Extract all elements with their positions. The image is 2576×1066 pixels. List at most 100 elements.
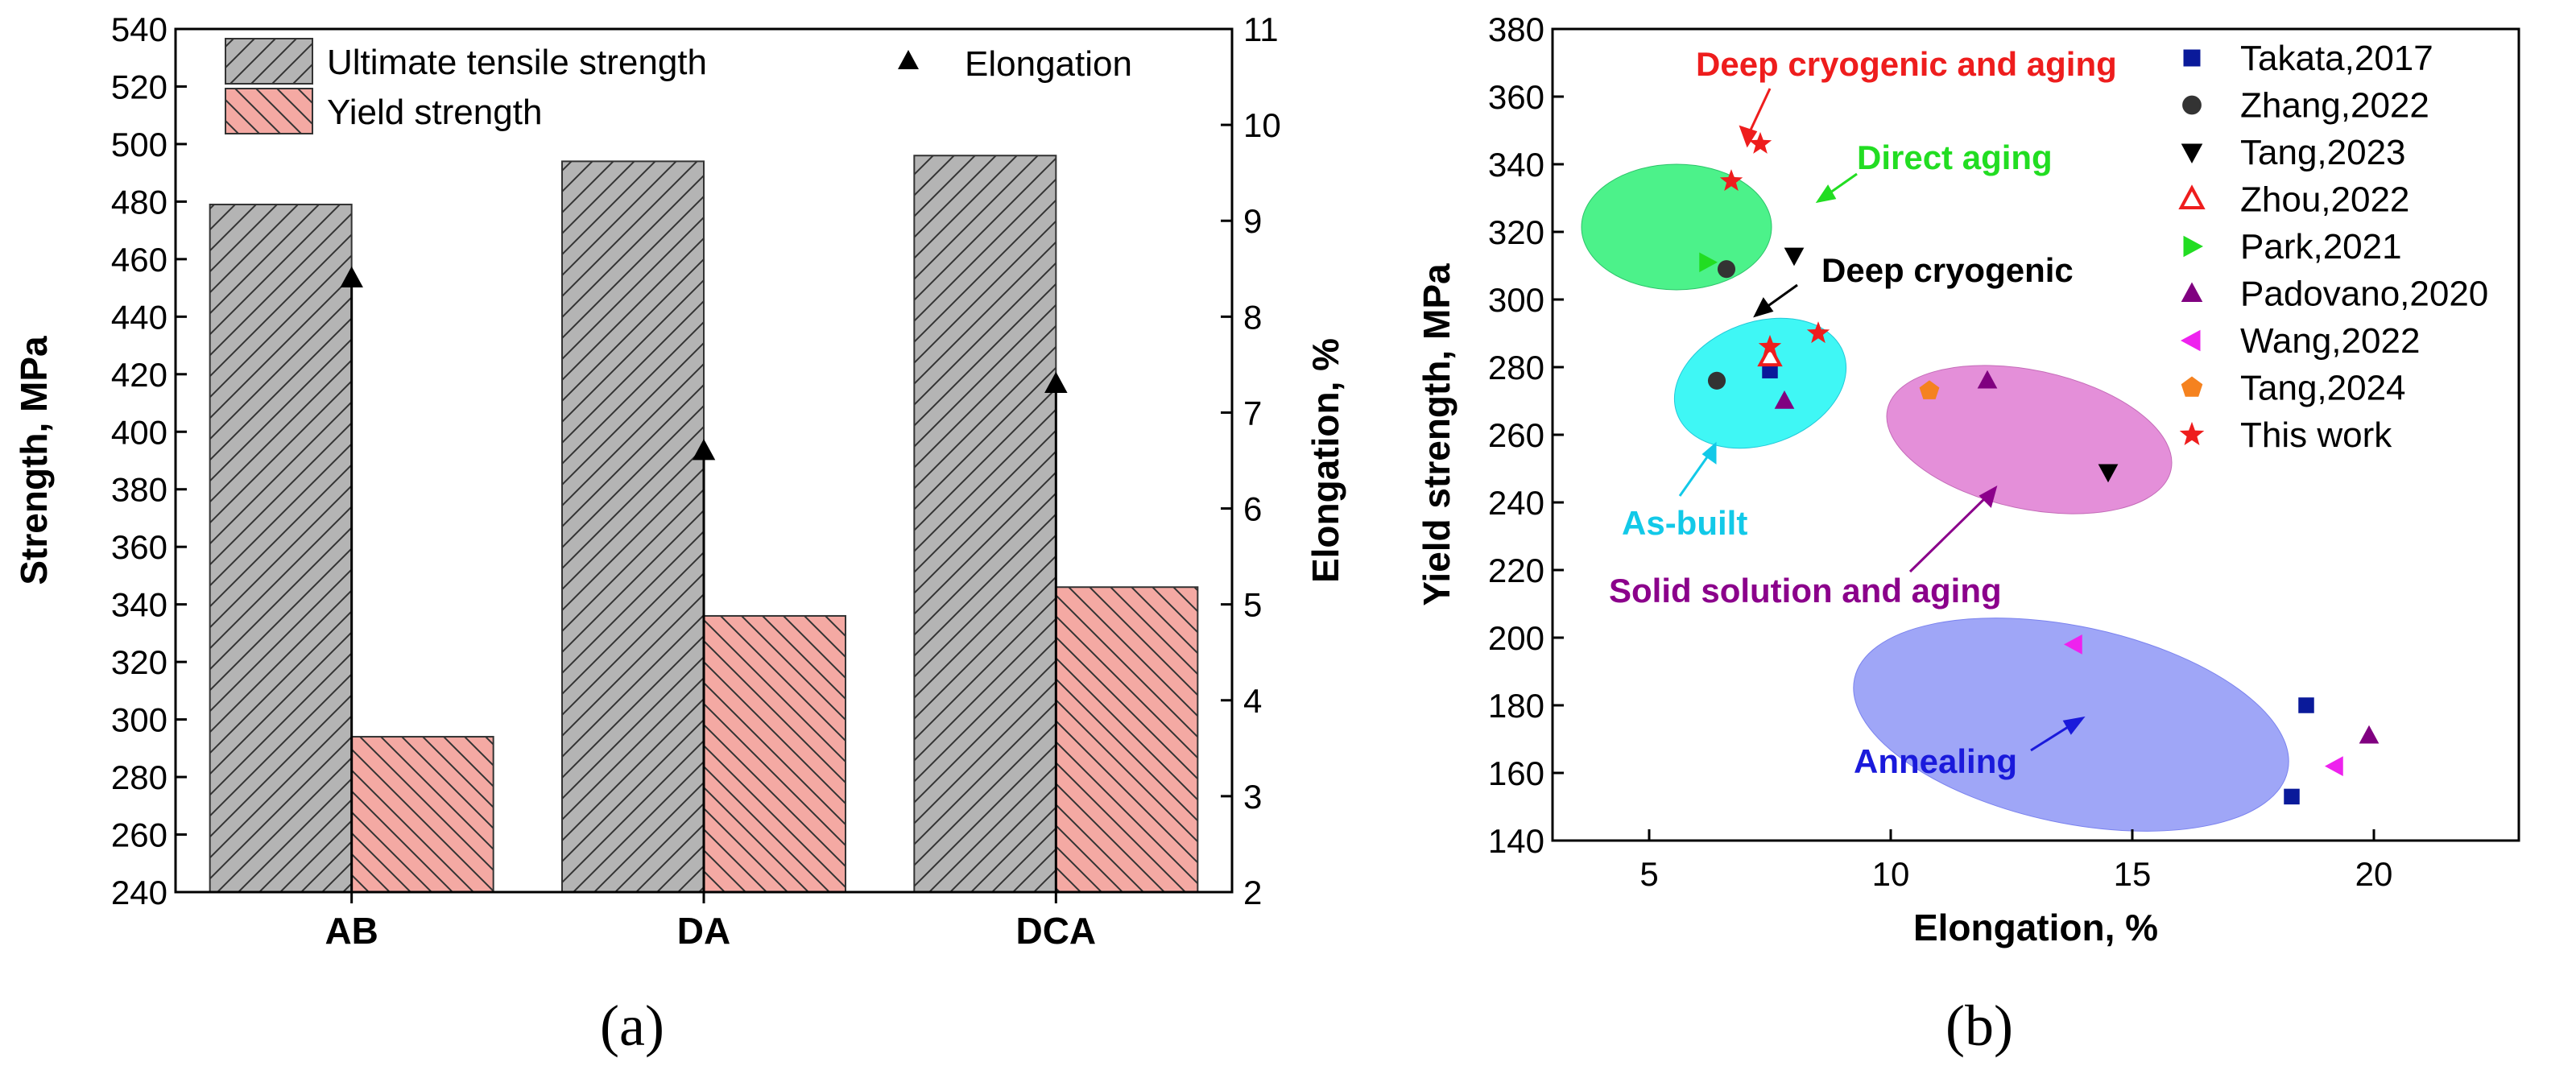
y-tick-label: 340 [1488,146,1544,184]
y-tick-label: 440 [111,298,167,336]
arrow-head-direct-aging [1815,184,1837,204]
arrow-as-built [1678,452,1712,497]
legend-label-park-2021: Park,2021 [2240,227,2402,266]
arrow-solid-solution [1908,493,1991,573]
y-tick-label: 160 [1488,754,1544,792]
legend-a: Ultimate tensile strength Yield strength… [225,38,1132,134]
y2-tick-label: 11 [1243,10,1279,48]
panel-label-a: (a) [600,994,664,1058]
legend-label-tang-2024: Tang,2024 [2240,369,2406,408]
y-tick-label: 320 [111,643,167,681]
legend-label-yield: Yield strength [327,93,542,132]
annotation-direct-aging: Direct aging [1857,138,2053,176]
point-this-work [1758,334,1782,357]
y2-tick-label: 7 [1243,394,1262,432]
y-tick-label: 240 [1488,484,1544,522]
legend-label-takata-2017: Takata,2017 [2240,39,2433,78]
y-tick-label: 360 [1488,78,1544,116]
y-tick-label: 180 [1488,687,1544,725]
elongation-marker-dca [1044,371,1068,393]
arrow-head-deep-cryo-aging [1739,125,1758,148]
panel-a-bar-chart: 240 260 280 300 320 340 360 380 400 420 440 460 480 5… [13,10,1346,1058]
y-tick-label: 200 [1488,619,1544,657]
legend-marker-tang-2023 [2181,143,2203,163]
arrow-head-deep-cryo [1753,297,1774,318]
region-as-built [1673,317,1847,449]
annotation-as-built: As-built [1622,504,1747,542]
point-zhang-2022 [1717,260,1736,279]
legend-marker-takata-2017 [2183,49,2201,67]
x-axis-ticks: 5 10 15 20 [1639,829,2392,893]
legend-label-uts: Ultimate tensile strength [327,43,707,82]
x-tick-label: DA [677,910,730,952]
y-tick-label: 300 [1488,281,1544,319]
annotation-deep-cryogenic-and-aging: Deep cryogenic and aging [1696,45,2117,83]
point-padovano-2020 [1977,370,1998,389]
annotation-deep-cryogenic: Deep cryogenic [1821,251,2074,289]
y-tick-label: 420 [111,356,167,394]
legend-label-zhang-2022: Zhang,2022 [2240,86,2429,126]
bar-uts-da [561,160,705,893]
point-tang-2023 [2098,464,2119,483]
y-tick-label: 500 [111,126,167,163]
bar-yield-dca [1055,586,1199,894]
y-tick-label: 320 [1488,213,1544,251]
legend-marker-this-work [2179,421,2205,445]
legend-swatch-uts [225,38,313,85]
elongation-marker-da [692,439,716,461]
x-tick-label: 10 [1872,855,1910,893]
elongation-markers [340,266,1068,892]
point-this-work [1748,131,1772,154]
x-axis-title: Elongation, % [1913,907,2158,948]
y-axis-title: Yield strength, MPa [1416,263,1458,606]
y2-tick-label: 4 [1243,682,1262,720]
annotation-solid-solution-and-aging: Solid solution and aging [1609,572,2002,609]
arrow-head-annealing [2062,716,2086,735]
y-tick-label: 280 [111,758,167,796]
point-zhou-2022 [1757,343,1783,367]
point-zhang-2022 [1707,371,1726,390]
y2-tick-label: 3 [1243,778,1262,816]
y-tick-label: 140 [1488,822,1544,860]
panel-label-b: (b) [1945,994,2013,1058]
annotations: Deep cryogenic and aging Direct aging De… [1609,45,2117,780]
y-tick-label: 520 [111,68,167,105]
y-tick-label: 220 [1488,552,1544,589]
panel-b-scatter-chart: 140160180200220240260280300320340360380 … [1416,10,2520,1058]
x-tick-label: 20 [2355,855,2393,893]
point-this-work [1806,321,1830,344]
legend-b: Takata,2017 Zhang,2022 Tang,2023 Zhou,2022 P… [2178,39,2488,455]
legend-swatch-yield [225,88,313,134]
left-axis-ticks: 240 260 280 300 320 340 360 380 400 420 440 460 480 5… [111,10,187,911]
y-tick-label: 260 [1488,416,1544,454]
point-this-work [1719,169,1743,192]
y-tick-label: 540 [111,10,167,48]
y-tick-label: 260 [111,816,167,854]
y-tick-label: 380 [1488,10,1544,48]
x-tick-label: AB [325,910,378,952]
bar-uts-ab [209,203,353,893]
elongation-marker-ab [340,266,363,287]
y-axis-ticks: 140 160 180 200 220 240 260 280 300 320 340 360 380 [1488,10,1564,860]
point-takata-2017 [2298,697,2314,713]
legend-label-elongation: Elongation [965,44,1132,84]
y-tick-label: 300 [111,701,167,739]
legend-label-this-work: This work [2240,415,2392,455]
arrow-head-as-built [1701,441,1717,465]
legend-marker-park-2021 [2183,235,2203,258]
legend-label-tang-2023: Tang,2023 [2240,133,2406,172]
bars [209,155,1199,894]
bar-uts-dca [913,155,1057,893]
legend-marker-padovano-2020 [2181,282,2203,302]
region-direct-aging [1581,163,1772,291]
y2-tick-label: 8 [1243,298,1262,336]
legend-marker-elongation [898,50,919,69]
point-tang-2024 [1919,380,1940,399]
left-axis-title: Strength, MPa [13,336,55,585]
legend-marker-zhou-2022 [2178,184,2206,209]
y-tick-label: 280 [1488,349,1544,386]
annotation-arrows [1678,88,2086,752]
point-park-2021 [1699,252,1718,273]
bar-yield-ab [350,736,494,893]
y2-tick-label: 2 [1243,874,1262,911]
